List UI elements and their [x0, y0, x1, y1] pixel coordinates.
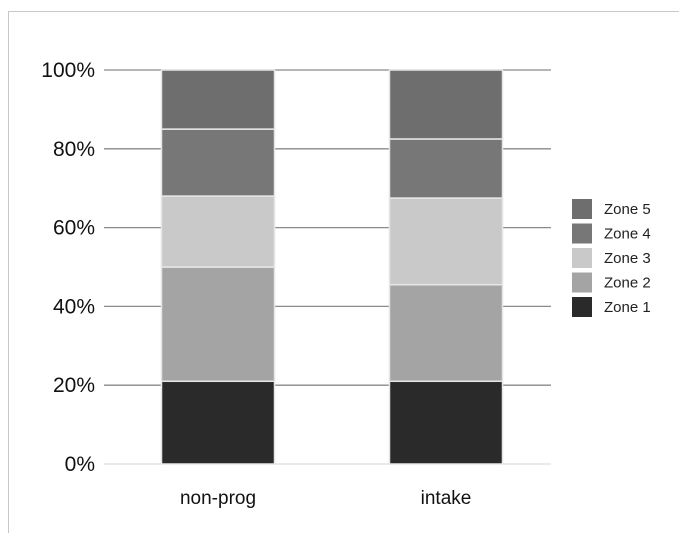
bar-segment	[160, 195, 276, 268]
x-category-label: non-prog	[180, 488, 256, 509]
y-tick-label: 100%	[41, 59, 95, 82]
legend-swatch	[572, 248, 592, 268]
y-tick-label: 20%	[53, 374, 95, 397]
bar-segment	[160, 266, 276, 383]
bar-segment	[388, 138, 504, 199]
y-tick-label: 0%	[65, 453, 95, 476]
y-tick-label: 40%	[53, 295, 95, 318]
legend-swatch	[572, 272, 592, 293]
frame-top-border	[8, 11, 679, 12]
frame-left-border	[8, 11, 9, 533]
legend-label: Zone 1	[604, 299, 651, 316]
bar-segment	[160, 380, 276, 465]
legend-label: Zone 3	[604, 250, 651, 267]
x-category-label: intake	[421, 488, 472, 509]
y-tick-label: 80%	[53, 138, 95, 161]
bar-segment	[388, 380, 504, 465]
legend-swatch	[572, 199, 592, 219]
legend-swatch	[572, 297, 592, 317]
y-tick-label: 60%	[53, 217, 95, 240]
legend-swatch	[572, 223, 592, 244]
bar-segment	[160, 69, 276, 130]
bar-segment	[388, 197, 504, 286]
bar-segment	[388, 283, 504, 383]
bar-segment	[388, 69, 504, 140]
bar-segment	[160, 128, 276, 197]
legend-label: Zone 5	[604, 201, 651, 218]
legend-label: Zone 2	[604, 275, 651, 292]
legend-label: Zone 4	[604, 226, 651, 243]
